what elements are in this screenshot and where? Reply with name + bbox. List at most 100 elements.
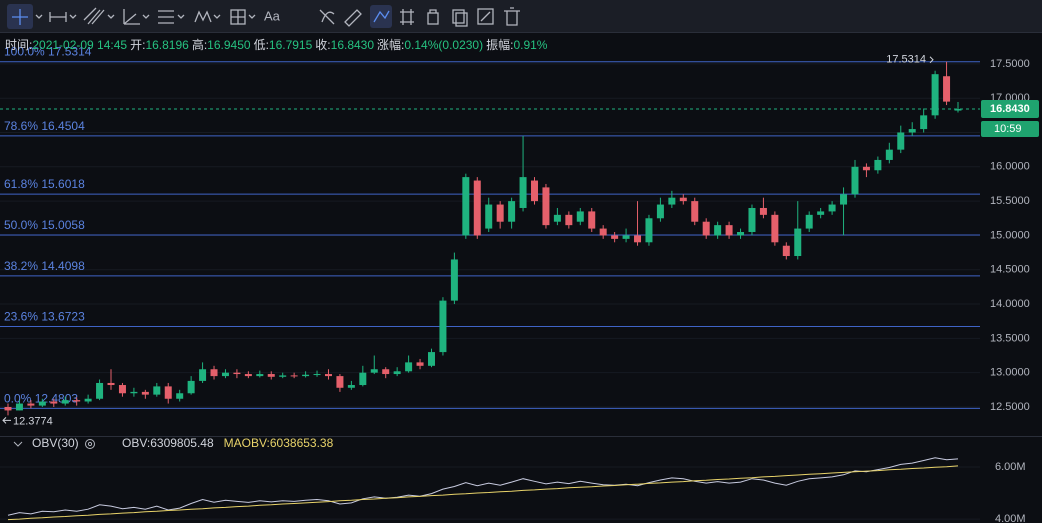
y-tick-label: 15.5000 xyxy=(990,195,1030,207)
last-price-box xyxy=(981,99,1039,118)
candle-body xyxy=(38,401,46,406)
angle-tool[interactable] xyxy=(123,9,140,25)
candle-body xyxy=(611,235,619,239)
fib-tool[interactable] xyxy=(158,10,174,24)
candle-body xyxy=(508,201,516,222)
candle-body xyxy=(164,386,172,399)
dropdown-caret[interactable] xyxy=(69,14,77,19)
fib-label: 23.6% 13.6723 xyxy=(4,310,85,324)
y-tick-label: 16.0000 xyxy=(990,161,1030,173)
candle-body xyxy=(908,129,916,133)
candle-body xyxy=(702,221,710,236)
candle-body xyxy=(450,259,458,301)
candle-body xyxy=(588,211,596,229)
info-value: 16.8430 xyxy=(330,38,375,52)
candle-body xyxy=(943,76,951,102)
fib-value: 17.5314 xyxy=(48,45,92,59)
candle-body xyxy=(496,204,504,222)
candle-body xyxy=(817,211,825,215)
fib-ratio: 0.0% xyxy=(4,392,32,406)
candle-body xyxy=(645,218,653,243)
fib-label: 50.0% 15.0058 xyxy=(4,218,85,232)
info-value: 0.91% xyxy=(513,38,548,52)
candle-body xyxy=(27,403,35,406)
info-label: 涨幅: xyxy=(377,38,405,52)
magnet-tool-bg[interactable] xyxy=(370,5,392,28)
brush-tool[interactable] xyxy=(319,9,335,25)
lock-shackle[interactable] xyxy=(429,9,437,13)
collapse-icon[interactable] xyxy=(13,441,23,447)
candle-body xyxy=(668,197,676,205)
delete-tool[interactable] xyxy=(504,7,520,26)
candle-body xyxy=(107,382,115,386)
candle-body xyxy=(130,391,138,394)
candle-body xyxy=(714,225,722,236)
candle-body xyxy=(427,352,435,366)
settings-icon[interactable] xyxy=(85,439,95,449)
candle-body xyxy=(656,204,664,219)
candle-body xyxy=(748,207,756,232)
last-price-label: 16.8430 xyxy=(990,103,1030,115)
candle-body xyxy=(519,177,527,208)
hide-tool[interactable] xyxy=(477,8,494,25)
visibility-tool-back[interactable] xyxy=(455,12,468,27)
candle-body xyxy=(920,115,928,130)
candle-body xyxy=(210,369,218,377)
hide-tool-slash[interactable] xyxy=(480,11,491,22)
dropdown-caret[interactable] xyxy=(248,14,256,19)
y-tick-label: 13.0000 xyxy=(990,367,1030,379)
toolbar: Aa xyxy=(0,0,1042,33)
dropdown-caret[interactable] xyxy=(107,14,115,19)
candle-body xyxy=(405,362,413,372)
lock-icon[interactable] xyxy=(427,12,439,25)
measure-tool-cross[interactable] xyxy=(231,10,245,24)
info-label: 低: xyxy=(253,38,269,52)
info-label: 开: xyxy=(130,38,146,52)
toolbar-icons: Aa xyxy=(0,4,1042,33)
candle-body xyxy=(542,187,550,226)
indicator-line xyxy=(7,465,959,521)
candle-body xyxy=(805,214,813,229)
info-value: 16.7915 xyxy=(268,38,313,52)
horizontal-line-tool[interactable] xyxy=(49,12,67,22)
lock-tool[interactable] xyxy=(400,9,414,25)
candle-body xyxy=(290,375,298,377)
dropdown-caret[interactable] xyxy=(142,14,150,19)
countdown-box xyxy=(981,120,1039,137)
text-tool[interactable]: Aa xyxy=(264,8,281,23)
candle-body xyxy=(336,376,344,388)
parallel-channel-tool[interactable] xyxy=(83,7,105,25)
fib-value: 16.4504 xyxy=(41,119,85,133)
high-marker-label: 17.5314 xyxy=(886,54,926,66)
dropdown-caret[interactable] xyxy=(213,14,221,19)
candle-body xyxy=(725,225,733,236)
candle-body xyxy=(885,149,893,160)
candle-body xyxy=(759,207,767,215)
pattern-tool[interactable] xyxy=(194,10,212,23)
y-tick-label: 17.5000 xyxy=(990,58,1030,70)
info-value: 16.9450 xyxy=(207,38,251,52)
candle-body xyxy=(84,398,92,402)
ruler-tool[interactable] xyxy=(344,9,362,27)
dropdown-caret[interactable] xyxy=(177,14,185,19)
fib-ratio: 50.0% xyxy=(4,218,38,232)
candle-body xyxy=(153,386,161,395)
candle-body xyxy=(233,372,241,375)
settings-icon-center xyxy=(87,441,93,447)
magnet-tool[interactable] xyxy=(373,10,390,23)
candle-body xyxy=(347,385,355,388)
fib-value: 14.4098 xyxy=(41,259,85,273)
fib-ratio: 100.0% xyxy=(4,45,45,59)
y-tick-label: 4.00M xyxy=(995,513,1026,523)
candle-body xyxy=(256,374,264,377)
fib-label: 61.8% 15.6018 xyxy=(4,177,85,191)
candle-body xyxy=(897,132,905,150)
y-tick-label: 15.0000 xyxy=(990,229,1030,241)
visibility-tool[interactable] xyxy=(452,9,465,24)
candle-body xyxy=(393,371,401,375)
candle-body xyxy=(531,180,539,202)
info-label: 收: xyxy=(315,38,331,52)
crosshair-icon[interactable] xyxy=(12,9,28,25)
dropdown-caret[interactable] xyxy=(35,14,43,19)
candle-body xyxy=(771,214,779,243)
